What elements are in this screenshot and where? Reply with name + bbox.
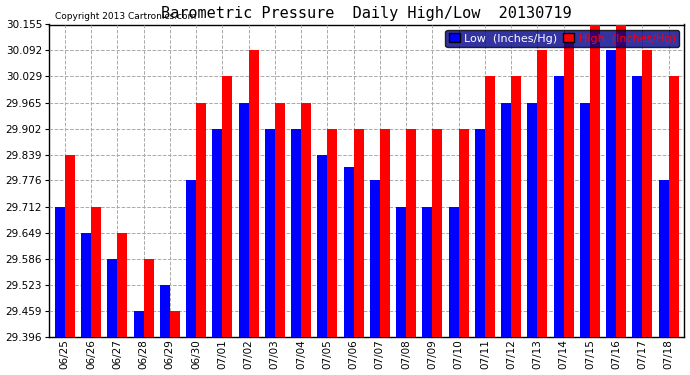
Bar	[117, 233, 127, 337]
Bar	[239, 103, 248, 337]
Bar	[633, 76, 642, 337]
Bar	[616, 24, 626, 337]
Bar	[248, 50, 259, 337]
Bar	[301, 103, 311, 337]
Title: Barometric Pressure  Daily High/Low  20130719: Barometric Pressure Daily High/Low 20130…	[161, 6, 572, 21]
Bar	[170, 311, 180, 337]
Bar	[406, 129, 416, 337]
Bar	[538, 50, 547, 337]
Bar	[642, 50, 653, 337]
Bar	[396, 207, 406, 337]
Bar	[501, 103, 511, 337]
Bar	[485, 76, 495, 337]
Legend: Low  (Inches/Hg), High  (Inches/Hg): Low (Inches/Hg), High (Inches/Hg)	[446, 30, 679, 47]
Bar	[370, 180, 380, 337]
Bar	[580, 103, 590, 337]
Text: Copyright 2013 Cartronics.com: Copyright 2013 Cartronics.com	[55, 12, 197, 21]
Bar	[659, 180, 669, 337]
Bar	[448, 207, 459, 337]
Bar	[134, 311, 144, 337]
Bar	[222, 76, 233, 337]
Bar	[553, 76, 564, 337]
Bar	[327, 129, 337, 337]
Bar	[590, 24, 600, 337]
Bar	[196, 103, 206, 337]
Bar	[317, 154, 327, 337]
Bar	[344, 167, 353, 337]
Bar	[511, 76, 521, 337]
Bar	[265, 129, 275, 337]
Bar	[380, 129, 390, 337]
Bar	[91, 207, 101, 337]
Bar	[527, 103, 538, 337]
Bar	[459, 129, 469, 337]
Bar	[291, 129, 301, 337]
Bar	[422, 207, 433, 337]
Bar	[669, 76, 679, 337]
Bar	[607, 50, 616, 337]
Bar	[433, 129, 442, 337]
Bar	[160, 285, 170, 337]
Bar	[144, 259, 153, 337]
Bar	[475, 129, 485, 337]
Bar	[55, 207, 65, 337]
Bar	[81, 233, 91, 337]
Bar	[213, 129, 222, 337]
Bar	[107, 259, 117, 337]
Bar	[186, 180, 196, 337]
Bar	[353, 129, 364, 337]
Bar	[564, 40, 573, 337]
Bar	[275, 103, 285, 337]
Bar	[65, 154, 75, 337]
